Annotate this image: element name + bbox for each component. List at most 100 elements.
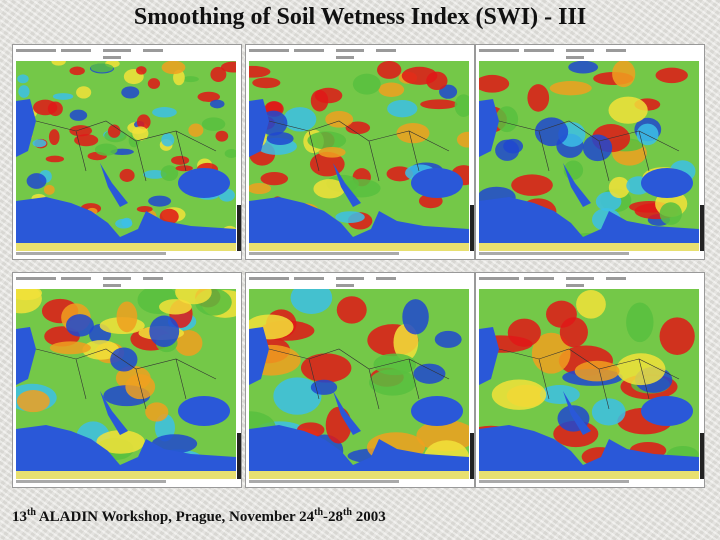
land-africa	[479, 471, 699, 479]
map-image	[246, 273, 474, 483]
blob	[491, 379, 547, 410]
blob	[318, 147, 346, 158]
blob	[116, 301, 138, 333]
sea	[249, 197, 469, 243]
panel-footer	[249, 252, 399, 255]
sea	[16, 99, 36, 157]
blob	[69, 66, 85, 76]
blob	[252, 77, 281, 89]
blob	[273, 377, 322, 415]
land-africa	[16, 471, 236, 479]
blob	[608, 176, 630, 199]
map-body	[16, 61, 236, 251]
blob	[495, 139, 520, 161]
header-text	[103, 284, 121, 287]
footer-text: 13	[12, 509, 27, 525]
blob	[345, 121, 371, 135]
blob	[145, 402, 169, 422]
map-image	[476, 273, 704, 483]
blob	[220, 61, 236, 73]
panel-footer	[249, 480, 399, 483]
sea	[249, 327, 269, 385]
header-text	[336, 284, 354, 287]
blob	[249, 65, 271, 78]
blob	[121, 217, 133, 228]
blob	[136, 66, 147, 75]
header-text	[376, 49, 396, 52]
blob	[119, 168, 135, 182]
header-text	[16, 49, 56, 52]
blob	[65, 314, 94, 337]
map-body	[479, 61, 699, 251]
footer-text: 2003	[351, 509, 386, 525]
blob	[201, 117, 226, 131]
map-panel	[475, 44, 705, 260]
panel-footer	[479, 480, 629, 483]
land-africa	[479, 243, 699, 251]
map-body	[249, 289, 469, 479]
borders	[498, 348, 680, 410]
header-text	[61, 277, 91, 280]
panel-header	[246, 273, 474, 289]
blob	[197, 91, 221, 102]
blob	[94, 143, 118, 156]
sea	[641, 168, 693, 198]
blob	[76, 86, 92, 99]
blob	[90, 63, 114, 73]
header-text	[16, 277, 56, 280]
blob	[96, 430, 145, 454]
blob	[434, 330, 462, 348]
sea	[641, 396, 693, 426]
blob	[43, 184, 55, 195]
blob	[659, 202, 682, 225]
sea	[411, 396, 463, 426]
sea	[178, 168, 230, 198]
blob	[290, 289, 333, 314]
blob	[143, 170, 167, 179]
sea	[100, 163, 128, 207]
blob	[335, 211, 365, 223]
header-text	[294, 277, 324, 280]
borders	[268, 348, 450, 410]
blob	[582, 134, 613, 162]
blob	[636, 123, 659, 146]
blob	[612, 61, 636, 88]
blob	[616, 353, 666, 386]
map	[479, 289, 699, 479]
blob	[69, 125, 93, 137]
blob	[559, 317, 588, 348]
colorbar	[700, 433, 704, 479]
blob	[534, 117, 569, 147]
colorbar	[700, 205, 704, 251]
blob	[576, 290, 606, 319]
blob	[74, 134, 99, 147]
header-text	[566, 277, 594, 280]
blob	[48, 129, 60, 146]
sea	[479, 425, 699, 471]
blob	[149, 315, 180, 348]
blob	[188, 123, 204, 137]
blob	[32, 139, 47, 148]
header-text	[103, 56, 121, 59]
sea	[333, 391, 361, 435]
blob	[574, 360, 620, 382]
blob	[224, 149, 236, 158]
header-text	[606, 277, 626, 280]
sea	[479, 327, 499, 385]
blob	[420, 99, 458, 110]
panel-header	[13, 45, 241, 61]
map-body	[249, 61, 469, 251]
blob	[45, 155, 65, 163]
blob	[249, 182, 272, 194]
blob	[626, 302, 654, 343]
footer: 13th ALADIN Workshop, Prague, November 2…	[12, 507, 386, 526]
map-image	[13, 45, 241, 255]
header-text	[566, 284, 584, 287]
blob	[479, 74, 510, 93]
blob	[568, 61, 599, 74]
footer-sup: th	[27, 507, 36, 518]
sea	[563, 163, 591, 207]
borders	[268, 120, 450, 182]
blob	[659, 317, 695, 355]
